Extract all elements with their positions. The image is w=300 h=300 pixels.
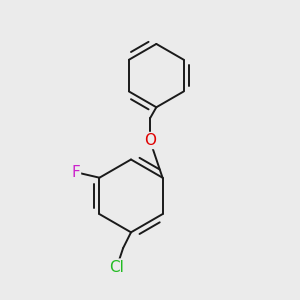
Text: F: F — [71, 165, 80, 180]
Text: O: O — [144, 133, 156, 148]
Text: Cl: Cl — [109, 260, 124, 274]
